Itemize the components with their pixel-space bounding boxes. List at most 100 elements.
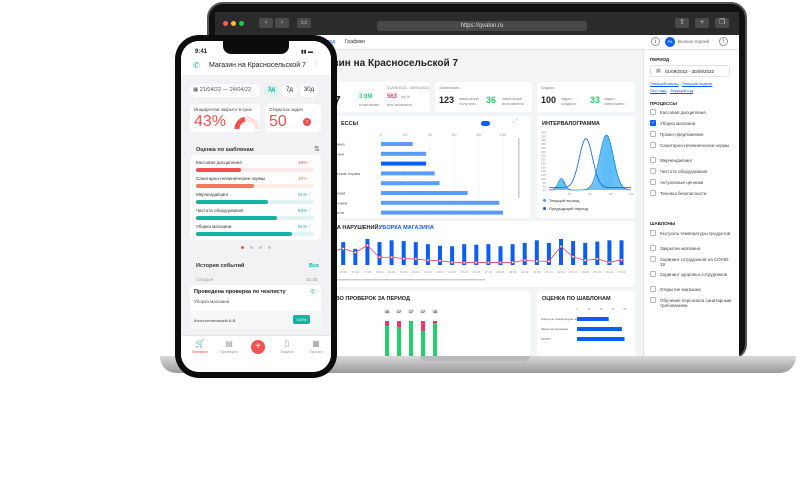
histogram-bar [593, 181, 595, 190]
filter-checkbox[interactable] [650, 245, 656, 251]
filter-label[interactable]: Открытие магазина [660, 286, 701, 292]
filter-label[interactable]: Уборка магазина [660, 120, 696, 126]
pager-dot[interactable] [259, 246, 262, 249]
template-score[interactable]: 69% › [298, 208, 310, 213]
date-label: 02.04 [557, 270, 565, 274]
open-tasks-card[interactable]: Открытых задач 50 › [265, 104, 321, 132]
pager-dot[interactable] [268, 246, 271, 249]
template-score[interactable]: 61% › [298, 192, 310, 197]
template-name[interactable]: Кассовая дисциплина [196, 160, 242, 165]
minimize-window-button[interactable] [231, 21, 236, 26]
filter-label[interactable]: Кассовая дисциплина [660, 109, 706, 115]
filter-checkbox[interactable] [650, 256, 656, 262]
filter-label[interactable]: Промо-предложения [660, 131, 704, 137]
help-icon[interactable]: ! [719, 37, 728, 46]
quick-current-week[interactable]: Текущая неделя [682, 81, 713, 86]
filter-checkbox[interactable] [650, 179, 656, 185]
kpi-fixed: 36 [486, 95, 497, 105]
y-tick-label: 280 [541, 142, 546, 146]
filter-label[interactable]: Техника безопасности [660, 190, 707, 196]
filter-checkbox[interactable] [650, 109, 656, 115]
tabs-icon[interactable]: ❐ [715, 18, 729, 28]
filter-label[interactable]: Мерчендайзинг [660, 157, 693, 163]
tab-more[interactable]: ▦ Прочее [302, 339, 330, 354]
x-tick-label: 100 [628, 192, 633, 196]
tab-add[interactable]: + [244, 339, 272, 355]
trend-point [354, 251, 357, 254]
tab-tasks[interactable]: ▯ Задачи [273, 339, 301, 354]
quick-half-year[interactable]: Пол года [650, 88, 667, 93]
trend-point [523, 259, 526, 262]
pager-dot[interactable] [241, 246, 244, 249]
share-icon[interactable]: ⇪ [675, 18, 689, 28]
period-7d[interactable]: 7д [282, 84, 297, 97]
avatar[interactable]: РА [665, 37, 675, 47]
filter-label[interactable]: Ккотроль температуры продуктов [660, 230, 731, 236]
kpi-out-store-suffix: на % [401, 94, 411, 99]
quick-current-year[interactable]: Текущий год [670, 88, 693, 93]
sidebar-icon[interactable]: ▭ [297, 18, 311, 28]
processes-title: ПРОЦЕССЫ [650, 101, 677, 106]
filter-checkbox[interactable] [650, 297, 656, 303]
filter-checkbox[interactable] [650, 157, 656, 163]
info-icon[interactable]: i [651, 37, 660, 46]
incidents-card[interactable]: Инцидентов закрыто в срок 43% [190, 104, 260, 132]
filter-label[interactable]: Скрининг здоровья сотрудников [660, 271, 727, 277]
bar-value-badge [396, 309, 402, 314]
toggle-switch[interactable] [481, 121, 490, 126]
template-name[interactable]: Чистота оборудования [196, 208, 244, 213]
date-label: 22.03 [424, 270, 432, 274]
period-3d[interactable]: 3д [264, 84, 279, 97]
chart-title: ЧЕСТВО ПРОВЕРОК ЗА ПЕРИОД [321, 296, 410, 302]
y-tick-label: 320 [541, 134, 546, 138]
template-score[interactable]: 49% › [298, 176, 310, 181]
filter-label[interactable]: Чистота оборудования [660, 168, 708, 174]
period-input[interactable]: ▦ 01/09/2022 - 30/09/2022 [650, 65, 730, 77]
pager-dot[interactable] [250, 246, 253, 249]
chevron-right-icon[interactable]: › [303, 118, 311, 126]
filter-checkbox[interactable]: ✓ [650, 120, 656, 126]
filter-label[interactable]: Обучение персонала санитарным требования… [660, 297, 732, 309]
filter-label[interactable]: Закрытие магазина [660, 245, 701, 251]
phone-call-icon[interactable]: ✆ [193, 61, 200, 70]
period-30d[interactable]: 30д [300, 84, 318, 97]
filter-label[interactable]: Актуальные ценники [660, 179, 704, 185]
nav-item-overview[interactable]: вод [327, 39, 336, 45]
new-tab-icon[interactable]: + [695, 18, 709, 28]
maximize-window-button[interactable] [239, 21, 244, 26]
quick-current-month[interactable]: Текущий месяц [650, 81, 679, 86]
filter-checkbox[interactable] [650, 142, 656, 148]
user-name[interactable]: Волков Сергей [678, 39, 710, 44]
event-card[interactable]: Проведена проверка по чеклисту ◎ Уборка … [190, 285, 321, 329]
template-score[interactable]: 38% › [298, 160, 310, 165]
filter-icon[interactable]: ⫶ [315, 61, 317, 68]
tab-checks[interactable]: ▤ Проверки [215, 339, 243, 354]
chart-title: ЕССЫ [341, 121, 358, 127]
filter-checkbox[interactable] [650, 271, 656, 277]
history-all-link[interactable]: Все [309, 263, 320, 269]
template-name[interactable]: Мерчендайзинг [196, 192, 229, 197]
template-score[interactable]: 81% › [298, 224, 310, 229]
failed-segment [433, 321, 437, 323]
kpi-label: Задачи [541, 85, 555, 90]
close-window-button[interactable] [223, 21, 228, 26]
passed-segment [385, 326, 389, 356]
filter-label[interactable]: Санитарно-гигиенические нормы [660, 142, 730, 148]
filter-checkbox[interactable] [650, 286, 656, 292]
back-icon[interactable]: ‹ [259, 18, 273, 28]
forward-icon[interactable]: › [275, 18, 289, 28]
tab-shop[interactable]: 🛒 Магазин [186, 339, 214, 354]
template-name[interactable]: Санитарно-гигиенические нормы [196, 176, 266, 181]
template-name[interactable]: Уборка магазина [196, 224, 232, 229]
filter-checkbox[interactable] [650, 190, 656, 196]
date-range-picker[interactable]: ▦ 21/04/22 — 24/04/22 [190, 84, 260, 97]
filter-label[interactable]: Скрининг сотрудников на COVID-19 [660, 256, 730, 268]
filter-checkbox[interactable] [650, 131, 656, 137]
filter-checkbox[interactable] [650, 230, 656, 236]
nav-item-charts[interactable]: Графики [345, 39, 365, 45]
filter-checkbox[interactable] [650, 168, 656, 174]
url-bar[interactable]: https://qvalon.ru [377, 21, 587, 31]
sort-icon[interactable]: ⇅ [314, 146, 320, 153]
histogram-bar [620, 183, 622, 190]
expand-icon[interactable]: ⤢ [513, 119, 518, 125]
